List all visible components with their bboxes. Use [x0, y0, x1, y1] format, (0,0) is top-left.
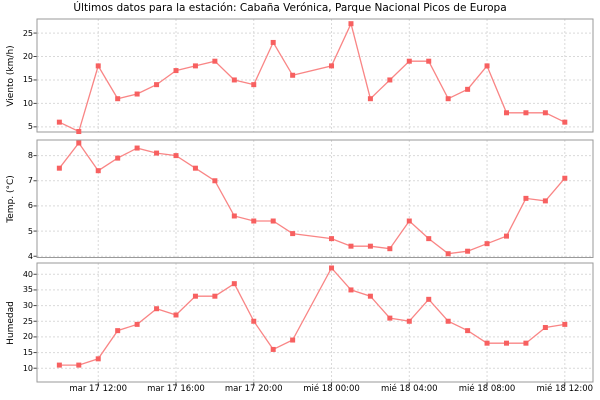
x-tick-label: mar 17 12:00 [69, 384, 128, 394]
y-tick-label-viento: 5 [27, 122, 33, 132]
y-tick-label-temp: 5 [27, 226, 33, 236]
y-tick-label-humedad: 20 [22, 332, 33, 342]
x-tick-label: mar 17 16:00 [147, 384, 205, 394]
chart-title: Últimos datos para la estación: Cabaña V… [73, 2, 507, 14]
y-tick-label-humedad: 30 [22, 301, 33, 311]
x-tick-label: mié 18 04:00 [380, 384, 438, 394]
y-tick-label-temp: 7 [27, 176, 33, 186]
y-tick-label-humedad: 15 [22, 348, 33, 358]
x-tick-label: mié 18 08:00 [458, 384, 516, 394]
y-tick-label-temp: 8 [27, 151, 33, 161]
y-tick-label-humedad: 40 [22, 269, 33, 279]
x-tick-label: mié 18 00:00 [303, 384, 360, 394]
y-tick-label-viento: 10 [22, 98, 33, 108]
y-tick-label-viento: 15 [22, 75, 33, 85]
y-tick-label-humedad: 25 [22, 316, 33, 326]
y-tick-label-viento: 20 [22, 52, 33, 61]
x-tick-label: mar 17 20:00 [224, 384, 283, 394]
y-tick-label-viento: 25 [22, 28, 33, 38]
y-tick-label-humedad: 10 [22, 363, 33, 373]
y-tick-label-temp: 6 [27, 201, 33, 211]
y-tick-label-humedad: 35 [22, 285, 33, 295]
y-tick-label-temp: 4 [27, 251, 33, 261]
x-tick-label: mié 18 12:00 [536, 384, 594, 394]
